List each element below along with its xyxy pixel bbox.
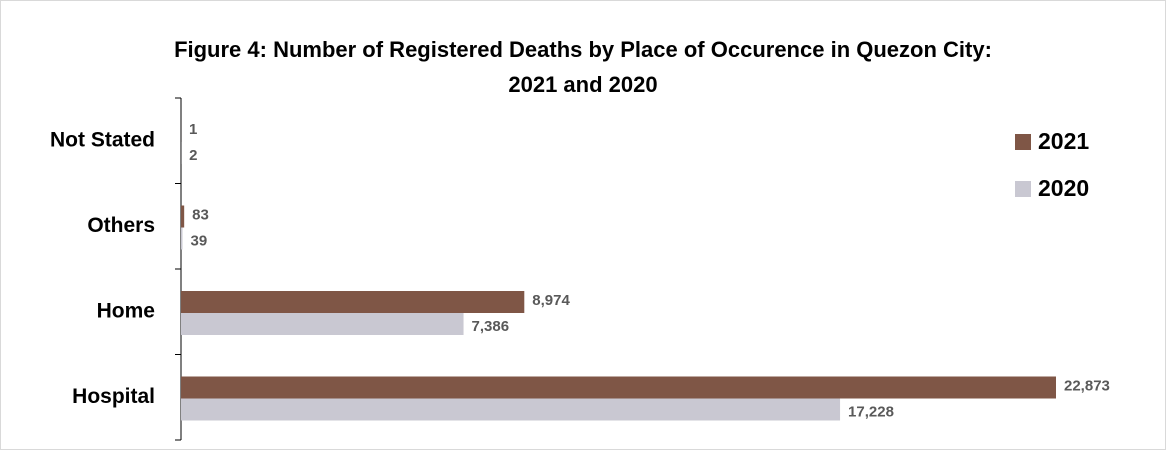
value-label: 39 <box>190 232 207 249</box>
bar <box>181 376 1056 399</box>
value-label: 22,873 <box>1064 377 1110 394</box>
legend-label: 2020 <box>1038 175 1089 201</box>
value-label: 7,386 <box>472 318 510 335</box>
value-label: 1 <box>189 121 197 138</box>
legend-swatch <box>1015 181 1031 197</box>
bar <box>181 291 525 313</box>
bar <box>181 398 841 421</box>
category-label: Home <box>97 299 155 322</box>
value-label: 8,974 <box>532 292 570 309</box>
chart-title: Figure 4: Number of Registered Deaths by… <box>174 37 992 97</box>
bar <box>181 313 464 335</box>
value-label: 83 <box>192 206 209 223</box>
bar <box>181 205 185 228</box>
bar <box>181 227 183 250</box>
value-label: 2 <box>189 147 197 164</box>
category-label: Others <box>87 214 155 237</box>
category-label: Hospital <box>72 385 155 408</box>
legend-swatch <box>1015 134 1031 150</box>
value-label: 17,228 <box>848 403 894 420</box>
category-label: Not Stated <box>50 128 155 151</box>
legend-label: 2021 <box>1038 128 1089 154</box>
